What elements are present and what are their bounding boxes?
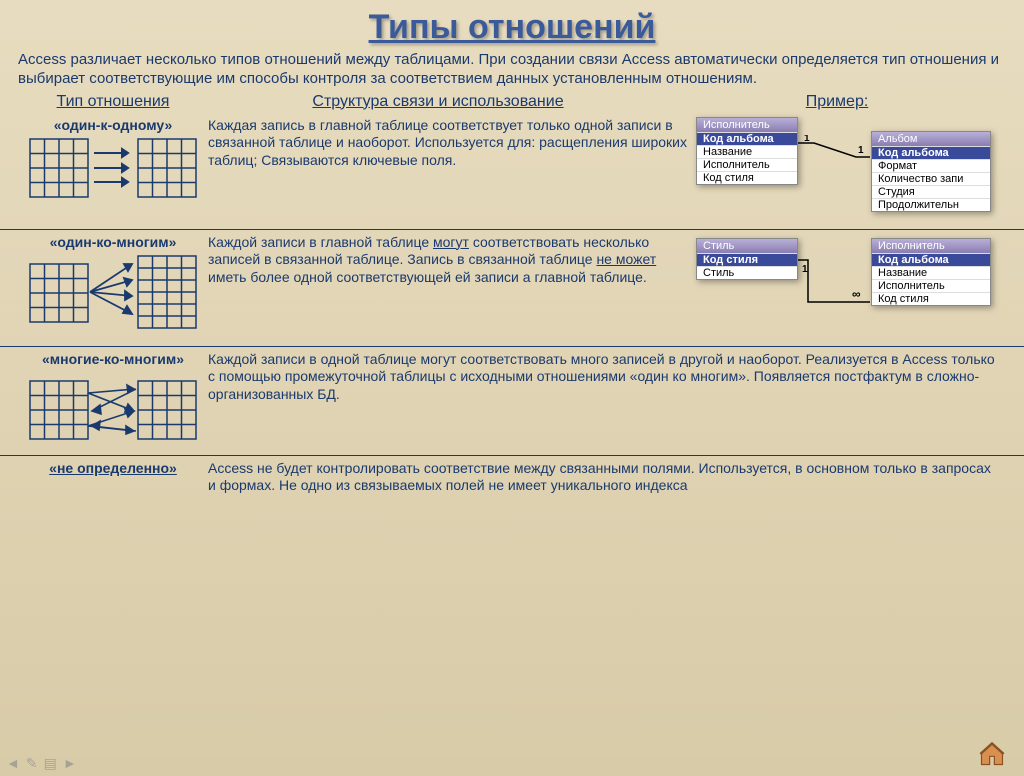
table-field: Исполнитель — [697, 158, 797, 171]
diagram-one-to-one — [28, 137, 198, 209]
type-label: «многие-ко-многим» — [18, 351, 208, 367]
table-field: Стиль — [697, 266, 797, 279]
table-title: Исполнитель — [872, 239, 990, 253]
header-example: Пример: — [668, 93, 1006, 111]
table-title: Исполнитель — [697, 118, 797, 132]
relation-line-icon: 1 ∞ — [796, 254, 874, 314]
row-many-to-many: «многие-ко-многим» Каждой записи в одной… — [0, 347, 1024, 456]
desc-many-to-many: Каждой записи в одной таблице могут соот… — [208, 351, 1006, 404]
svg-text:1: 1 — [804, 135, 810, 144]
table-title: Альбом — [872, 132, 990, 146]
svg-text:∞: ∞ — [852, 287, 861, 301]
next-icon[interactable]: ► — [63, 755, 77, 772]
row-one-to-many: «один-ко-многим» Каждой записи в главной… — [0, 230, 1024, 347]
table-field: Количество запи — [872, 172, 990, 185]
table-field: Название — [697, 145, 797, 158]
desc-one-to-one: Каждая запись в главной таблице соответс… — [208, 117, 696, 170]
table-field: Код альбома — [872, 253, 990, 266]
header-struct: Структура связи и использование — [208, 93, 668, 111]
svg-text:1: 1 — [802, 264, 808, 275]
svg-text:1: 1 — [858, 145, 864, 156]
relation-line-icon: 1 1 — [796, 135, 874, 165]
row-one-to-one: «один-к-одному» Каждая запись в главной … — [0, 113, 1024, 230]
table-title: Стиль — [697, 239, 797, 253]
type-label: «не определенно» — [18, 460, 208, 476]
table-field: Код альбома — [697, 132, 797, 145]
intro-text: Access различает несколько типов отношен… — [0, 51, 1024, 89]
diagram-one-to-many — [28, 254, 198, 334]
desc-one-to-many: Каждой записи в главной таблице могут со… — [208, 234, 696, 287]
pen-icon[interactable]: ✎ — [26, 755, 38, 772]
table-field: Формат — [872, 159, 990, 172]
table-field: Код стиля — [872, 292, 990, 305]
table-field: Код стиля — [697, 171, 797, 184]
type-label: «один-к-одному» — [18, 117, 208, 133]
table-field: Исполнитель — [872, 279, 990, 292]
table-field: Продолжительн — [872, 198, 990, 211]
row-undefined: «не определенно» Access не будет контрол… — [0, 456, 1024, 499]
desc-undefined: Access не будет контролировать соответст… — [208, 460, 1006, 495]
type-label: «один-ко-многим» — [18, 234, 208, 250]
table-field: Код альбома — [872, 146, 990, 159]
example-one-to-one: Исполнитель Код альбома Название Исполни… — [696, 117, 1006, 225]
header-type: Тип отношения — [18, 93, 208, 111]
prev-icon[interactable]: ◄ — [6, 755, 20, 772]
column-headers: Тип отношения Структура связи и использо… — [0, 89, 1024, 113]
table-field: Студия — [872, 185, 990, 198]
diagram-many-to-many — [28, 371, 198, 451]
menu-icon[interactable]: ▤ — [44, 755, 57, 772]
page-title: Типы отношений — [0, 8, 1024, 47]
table-field: Код стиля — [697, 253, 797, 266]
slide-nav: ◄ ✎ ▤ ► — [6, 755, 77, 772]
example-one-to-many: Стиль Код стиля Стиль Исполнитель Код ал… — [696, 234, 1006, 342]
home-icon[interactable] — [978, 740, 1006, 768]
table-field: Название — [872, 266, 990, 279]
